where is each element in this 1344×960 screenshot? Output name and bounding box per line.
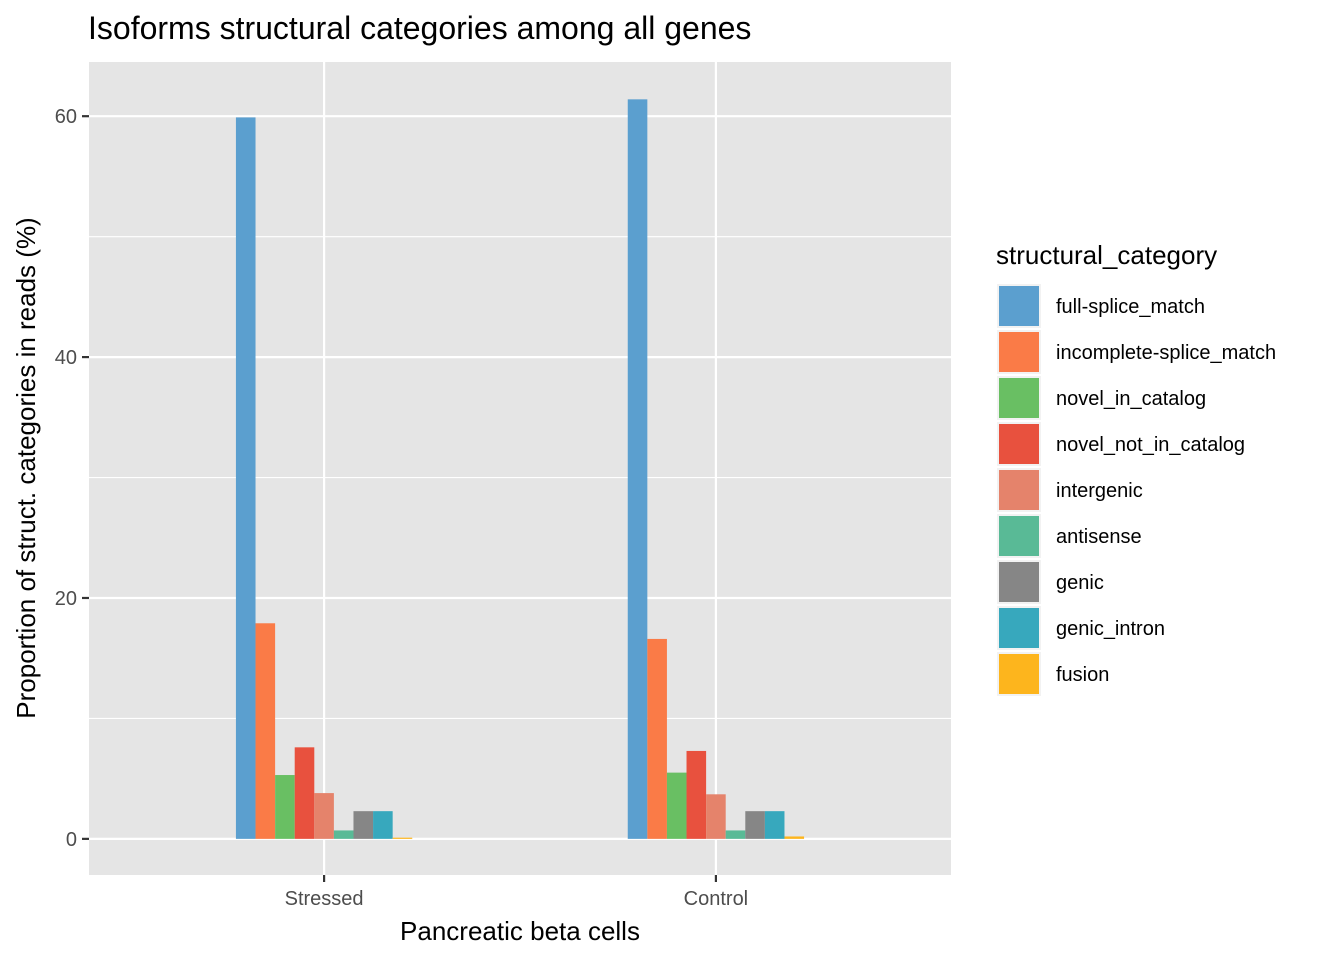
bar-novel_not_in_catalog-control bbox=[686, 750, 707, 839]
legend-swatch bbox=[999, 654, 1039, 694]
legend-label: genic_intron bbox=[1056, 618, 1165, 640]
bar-full-splice_match-stressed bbox=[235, 117, 256, 839]
bar-novel_in_catalog-stressed bbox=[275, 775, 295, 839]
bar-genic-stressed bbox=[353, 811, 374, 839]
bars bbox=[235, 99, 805, 839]
legend-label: fusion bbox=[1056, 664, 1109, 686]
legend-item-genic: genic bbox=[997, 560, 1104, 604]
chart-title: Isoforms structural categories among all… bbox=[88, 10, 751, 46]
legend-item-novel_in_catalog: novel_in_catalog bbox=[997, 376, 1206, 420]
legend-item-genic_intron: genic_intron bbox=[997, 606, 1165, 650]
legend-swatch bbox=[999, 424, 1039, 464]
legend-label: incomplete-splice_match bbox=[1056, 342, 1276, 364]
legend-title: structural_category bbox=[996, 240, 1217, 270]
y-axis: 0 20 40 60 bbox=[55, 106, 89, 851]
gridlines bbox=[89, 62, 951, 875]
legend-swatch bbox=[999, 608, 1039, 648]
legend-item-fusion: fusion bbox=[997, 652, 1109, 696]
bar-intergenic-stressed bbox=[314, 793, 334, 839]
legend-item-incomplete-splice_match: incomplete-splice_match bbox=[997, 330, 1276, 374]
bar-incomplete-splice_match-stressed bbox=[255, 623, 276, 839]
legend-label: antisense bbox=[1056, 526, 1142, 548]
legend-swatch bbox=[999, 470, 1039, 510]
x-tick-label-control: Control bbox=[684, 888, 748, 910]
bar-genic-control bbox=[745, 811, 765, 839]
legend-items: full-splice_match incomplete-splice_match… bbox=[997, 284, 1276, 696]
y-tick-label: 40 bbox=[55, 347, 77, 369]
legend-item-intergenic: intergenic bbox=[997, 468, 1143, 512]
legend-label: novel_not_in_catalog bbox=[1056, 434, 1245, 456]
bar-fusion-stressed bbox=[392, 837, 413, 839]
y-tick-label: 0 bbox=[66, 829, 77, 851]
x-tick-label-stressed: Stressed bbox=[285, 888, 364, 910]
y-tick-label: 60 bbox=[55, 106, 77, 128]
legend-swatch bbox=[999, 286, 1039, 326]
bar-genic_intron-control bbox=[764, 811, 785, 839]
legend: structural_category full-splice_matchinc… bbox=[996, 240, 1276, 696]
bar-full-splice_match-control bbox=[627, 99, 648, 839]
plot-panel bbox=[89, 62, 951, 875]
legend-item-novel_not_in_catalog: novel_not_in_catalog bbox=[997, 422, 1245, 466]
bar-antisense-stressed bbox=[333, 830, 354, 839]
legend-swatch bbox=[999, 562, 1039, 602]
legend-label: intergenic bbox=[1056, 480, 1143, 502]
legend-swatch bbox=[999, 516, 1039, 556]
legend-swatch bbox=[999, 332, 1039, 372]
bar-intergenic-control bbox=[706, 794, 726, 839]
bar-fusion-control bbox=[784, 836, 805, 839]
legend-item-antisense: antisense bbox=[997, 514, 1142, 558]
x-axis: Stressed Control bbox=[285, 875, 748, 910]
legend-swatch bbox=[999, 378, 1039, 418]
y-tick-label: 20 bbox=[55, 588, 77, 610]
bar-antisense-control bbox=[725, 830, 746, 839]
legend-label: novel_in_catalog bbox=[1056, 388, 1206, 410]
y-axis-title: Proportion of struct. categories in read… bbox=[11, 217, 41, 718]
legend-label: genic bbox=[1056, 572, 1104, 594]
x-axis-title: Pancreatic beta cells bbox=[400, 916, 640, 946]
bar-novel_in_catalog-control bbox=[666, 772, 687, 839]
legend-label: full-splice_match bbox=[1056, 296, 1205, 318]
bar-novel_not_in_catalog-stressed bbox=[294, 747, 315, 839]
bar-genic_intron-stressed bbox=[373, 811, 393, 839]
legend-item-full-splice_match: full-splice_match bbox=[997, 284, 1205, 328]
bar-incomplete-splice_match-control bbox=[647, 638, 667, 839]
